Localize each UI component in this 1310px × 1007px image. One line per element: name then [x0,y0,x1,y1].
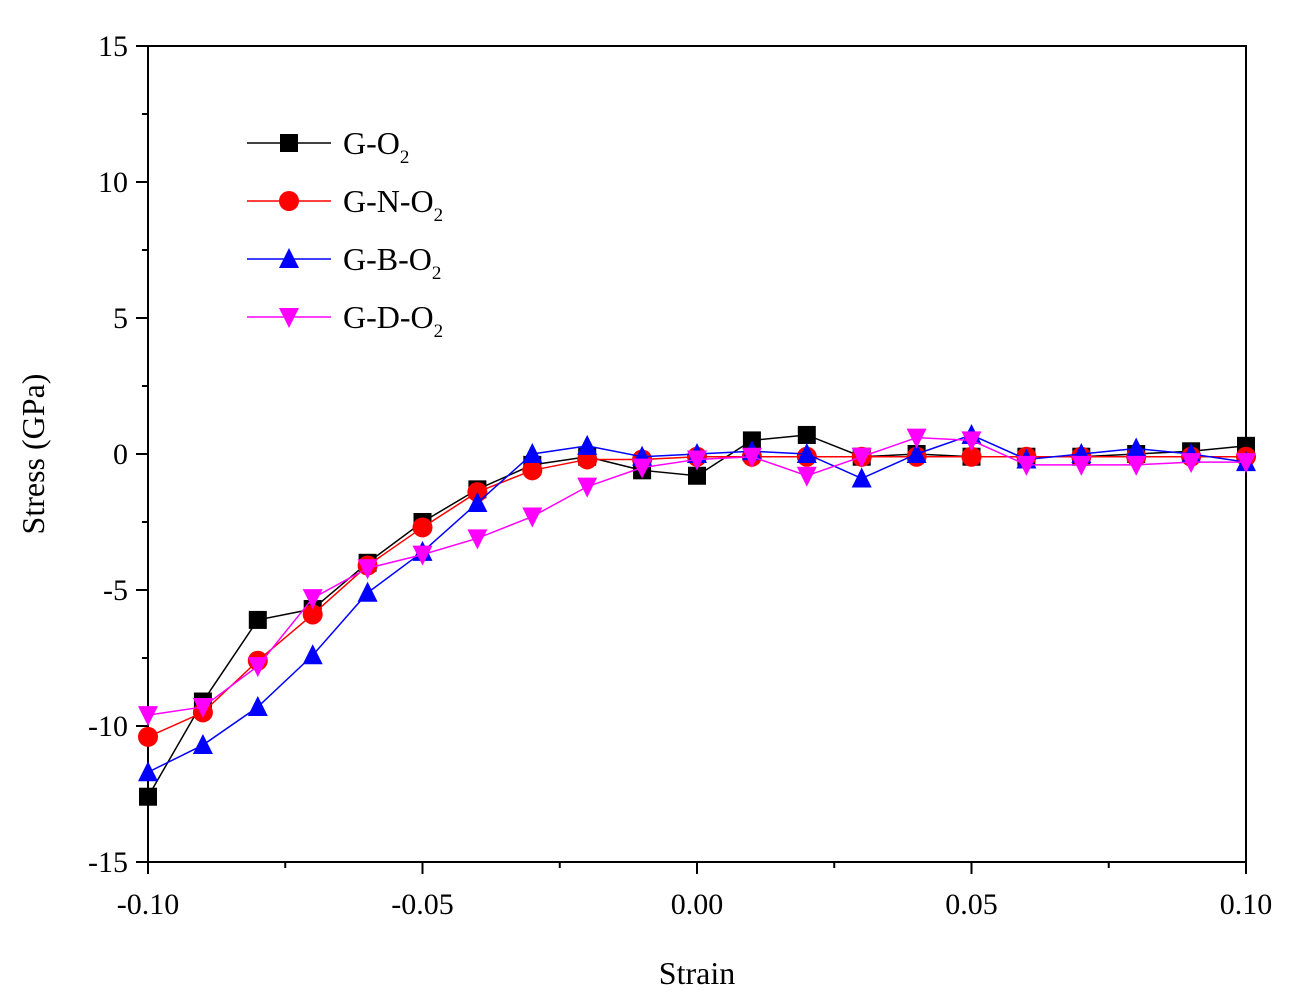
legend-marker [279,308,299,328]
data-point-g-d-o2 [467,529,488,550]
y-tick-label: 0 [113,438,128,471]
data-point-g-d-o2 [1236,453,1256,474]
legend-label: G-D-O2 [343,299,443,342]
data-point-g-d-o2 [1126,455,1147,476]
axis-ticks: -0.10 -0.05 0.00 0.05 0.10 -15 -10 -5 0 5 10 15 [88,30,1272,921]
y-tick-label: 15 [98,30,128,63]
data-point-g-b-o2 [247,695,268,716]
legend-label: G-N-O2 [343,183,443,226]
data-point-g-d-o2 [247,657,268,678]
data-point-g-d-o2 [138,706,158,727]
series-layer [138,423,1256,806]
data-point-g-n-o2 [302,604,323,625]
data-point-g-d-o2 [741,447,762,468]
legend: G-O2 G-N-O2 G-B-O2 G-D-O2 [247,125,443,342]
data-point-g-d-o2 [632,458,653,479]
legend-item-g-d-o2: G-D-O2 [247,299,443,342]
data-point-g-d-o2 [687,450,707,471]
data-point-g-o2 [139,787,157,806]
y-tick-label: -15 [88,846,128,879]
x-tick-label: -0.10 [117,888,180,921]
data-point-g-d-o2 [851,447,872,468]
data-point-g-d-o2 [1071,455,1092,476]
data-point-g-b-o2 [467,491,488,512]
legend-label: G-O2 [343,125,409,168]
data-point-g-o2 [248,610,267,629]
data-point-g-d-o2 [906,428,927,449]
data-point-g-b-o2 [522,443,543,463]
legend-marker [279,248,299,268]
data-point-g-d-o2 [796,466,817,487]
data-point-g-b-o2 [577,434,598,455]
legend-item-g-o2: G-O2 [247,125,409,168]
x-tick-label: 0.05 [945,888,998,921]
x-tick-label: 0.00 [671,888,724,921]
legend-label-subscript: 2 [432,263,442,284]
y-tick-label: 10 [98,166,128,199]
data-point-g-d-o2 [357,559,378,580]
data-point-g-n-o2 [138,726,158,747]
y-axis-title: Stress (GPa) [15,374,51,535]
data-point-g-o2 [688,466,706,485]
series-g-d-o2 [138,428,1256,727]
x-axis-title: Strain [659,955,735,991]
x-tick-label: 0.10 [1220,888,1273,921]
data-point-g-b-o2 [1126,437,1147,458]
data-point-g-b-o2 [851,467,872,488]
y-tick-label: -5 [103,574,128,607]
legend-label-subscript: 2 [400,147,410,168]
legend-label-subscript: 2 [434,205,444,226]
data-point-g-d-o2 [412,545,433,566]
data-point-g-d-o2 [302,589,323,610]
data-point-g-d-o2 [522,507,543,528]
data-point-g-n-o2 [961,446,982,467]
legend-label: G-B-O2 [343,241,441,284]
y-tick-label: 5 [113,302,128,335]
data-point-g-b-o2 [192,734,213,755]
data-point-g-d-o2 [192,697,213,718]
data-point-g-b-o2 [138,761,158,782]
legend-marker [280,134,298,152]
legend-label-subscript: 2 [434,321,444,342]
data-point-g-b-o2 [302,644,323,665]
data-point-g-d-o2 [577,477,598,498]
legend-marker [279,191,299,211]
legend-item-g-n-o2: G-N-O2 [247,183,443,226]
x-tick-label: -0.05 [391,888,454,921]
series-g-n-o2 [138,446,1256,747]
legend-item-g-b-o2: G-B-O2 [247,241,441,284]
data-point-g-b-o2 [357,581,378,602]
data-point-g-d-o2 [1016,455,1037,476]
data-point-g-d-o2 [961,431,982,452]
data-point-g-n-o2 [522,460,543,481]
data-point-g-d-o2 [1181,453,1202,474]
data-point-g-n-o2 [412,517,433,538]
data-point-g-o2 [797,425,816,444]
data-point-g-b-o2 [796,443,817,463]
data-point-g-b-o2 [906,443,927,463]
y-tick-label: -10 [88,710,128,743]
